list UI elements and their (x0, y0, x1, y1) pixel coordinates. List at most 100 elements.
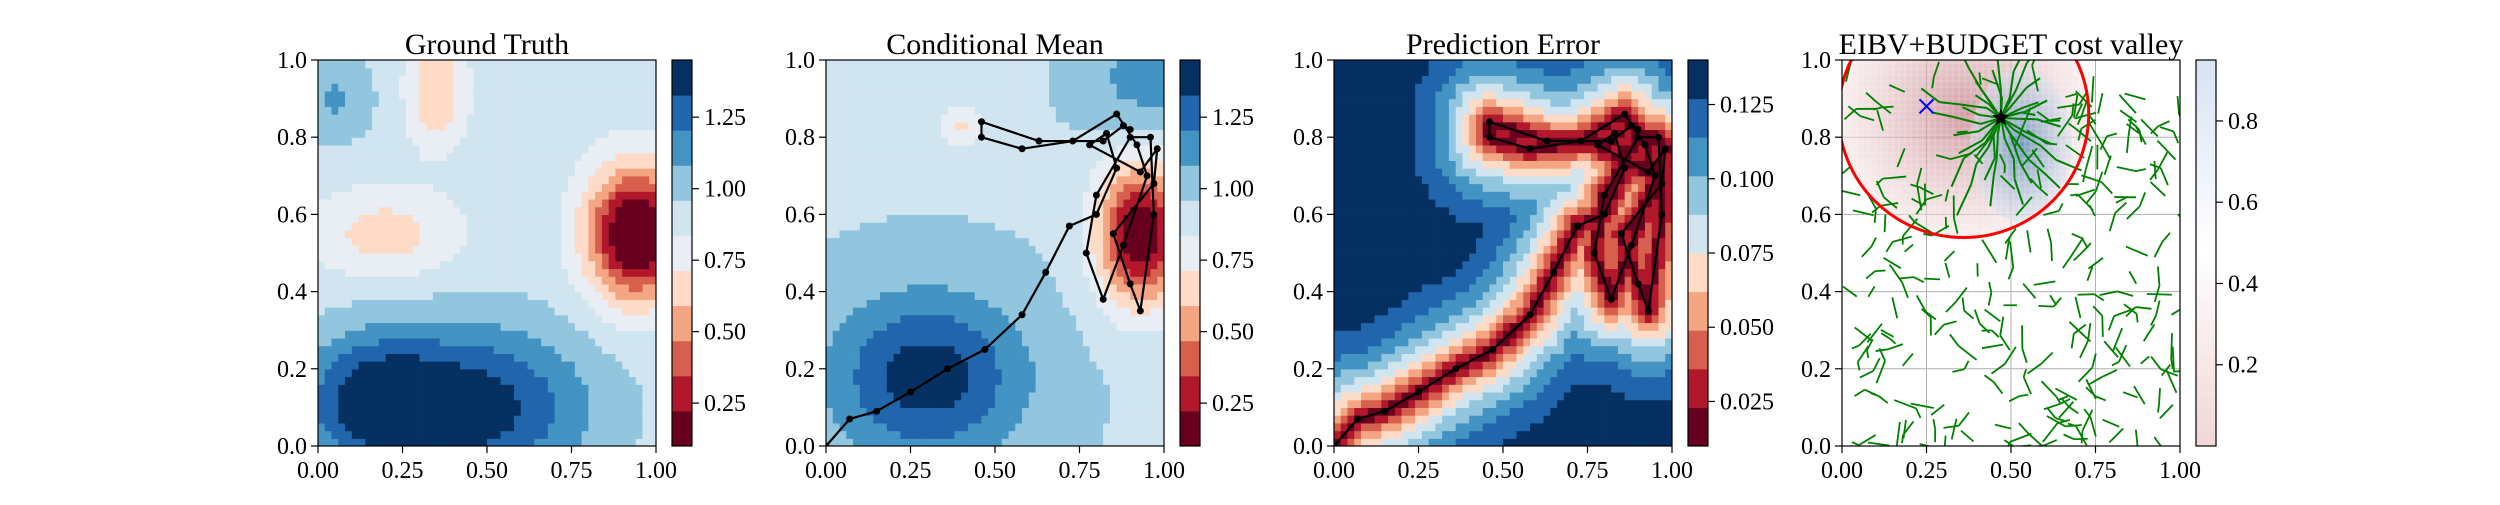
heat-cell (379, 431, 386, 439)
heat-cell (622, 137, 629, 145)
heat-cell (867, 153, 874, 161)
heat-cell (981, 238, 988, 246)
heat-cell (406, 153, 413, 161)
heat-cell (1009, 307, 1016, 315)
heat-cell (1096, 75, 1103, 83)
heat-cell (1150, 377, 1157, 385)
heat-cell (961, 292, 968, 300)
heat-cell (1090, 415, 1097, 423)
heat-cell (507, 299, 514, 307)
heat-cell (968, 407, 975, 415)
heat-cell (1049, 207, 1056, 215)
heat-cell (548, 261, 555, 269)
heat-cell (1022, 253, 1029, 261)
heat-cell (1137, 245, 1144, 253)
heat-cell (325, 423, 332, 431)
heat-cell (399, 91, 406, 99)
heat-cell (900, 330, 907, 338)
heat-cell (426, 268, 433, 276)
heat-cell (1069, 199, 1076, 207)
heat-cell (602, 353, 609, 361)
heat-cell (338, 377, 345, 385)
heat-cell (914, 137, 921, 145)
heat-cell (534, 276, 541, 284)
heat-cell (988, 129, 995, 137)
heat-cell (399, 106, 406, 114)
heat-cell (846, 292, 853, 300)
heat-cell (975, 400, 982, 408)
heat-cell (453, 276, 460, 284)
heat-cell (325, 346, 332, 354)
heat-cell (514, 83, 521, 91)
heat-cell (602, 230, 609, 238)
heat-cell (914, 276, 921, 284)
heat-cell (487, 438, 494, 446)
heat-cell (948, 322, 955, 330)
heat-cell (622, 299, 629, 307)
heat-cell (487, 307, 494, 315)
heat-cell (521, 83, 528, 91)
heat-cell (833, 299, 840, 307)
heat-cell (501, 438, 508, 446)
heat-cell (995, 129, 1002, 137)
heat-cell (514, 338, 521, 346)
heat-cell (954, 392, 961, 400)
heat-cell (419, 145, 426, 153)
heat-cell (460, 423, 467, 431)
heat-cell (372, 292, 379, 300)
heat-cell (473, 160, 480, 168)
heat-cell (1042, 207, 1049, 215)
heat-cell (934, 292, 941, 300)
heat-cell (1049, 68, 1056, 76)
heat-cell (507, 392, 514, 400)
heat-cell (615, 400, 622, 408)
heat-cell (1076, 114, 1083, 122)
heat-cell (1049, 230, 1056, 238)
heat-cell (507, 60, 514, 68)
heat-cell (873, 99, 880, 107)
heat-cell (446, 122, 453, 130)
heat-cell (372, 276, 379, 284)
heat-cell (528, 230, 535, 238)
heat-cell (954, 330, 961, 338)
heat-cell (501, 392, 508, 400)
heat-cell (352, 60, 359, 68)
heat-cell (575, 199, 582, 207)
heat-cell (426, 338, 433, 346)
heat-cell (534, 284, 541, 292)
heat-cell (582, 292, 589, 300)
heat-cell (873, 137, 880, 145)
heat-cell (988, 230, 995, 238)
heat-cell (345, 230, 352, 238)
heat-cell (561, 400, 568, 408)
heat-cell (826, 199, 833, 207)
heat-cell (534, 346, 541, 354)
heat-cell (622, 338, 629, 346)
heat-cell (467, 222, 474, 230)
heat-cell (446, 129, 453, 137)
heat-cell (494, 361, 501, 369)
heat-cell (894, 114, 901, 122)
heat-cell (433, 338, 440, 346)
heat-cell (1090, 423, 1097, 431)
heat-cell (453, 369, 460, 377)
heat-cell (1150, 392, 1157, 400)
heat-cell (981, 184, 988, 192)
heat-cell (833, 137, 840, 145)
heat-cell (846, 184, 853, 192)
heat-cell (588, 268, 595, 276)
heat-cell (1022, 400, 1029, 408)
heat-cell (907, 68, 914, 76)
heat-cell (1090, 238, 1097, 246)
heat-cell (1056, 160, 1063, 168)
heat-cell (406, 176, 413, 184)
heat-cell (460, 292, 467, 300)
heat-cell (1117, 75, 1124, 83)
heat-cell (1110, 338, 1117, 346)
heat-cell (1063, 322, 1070, 330)
heat-cell (1042, 415, 1049, 423)
heat-cell (1076, 106, 1083, 114)
heat-cell (359, 75, 366, 83)
heat-cell (359, 245, 366, 253)
heat-cell (419, 330, 426, 338)
